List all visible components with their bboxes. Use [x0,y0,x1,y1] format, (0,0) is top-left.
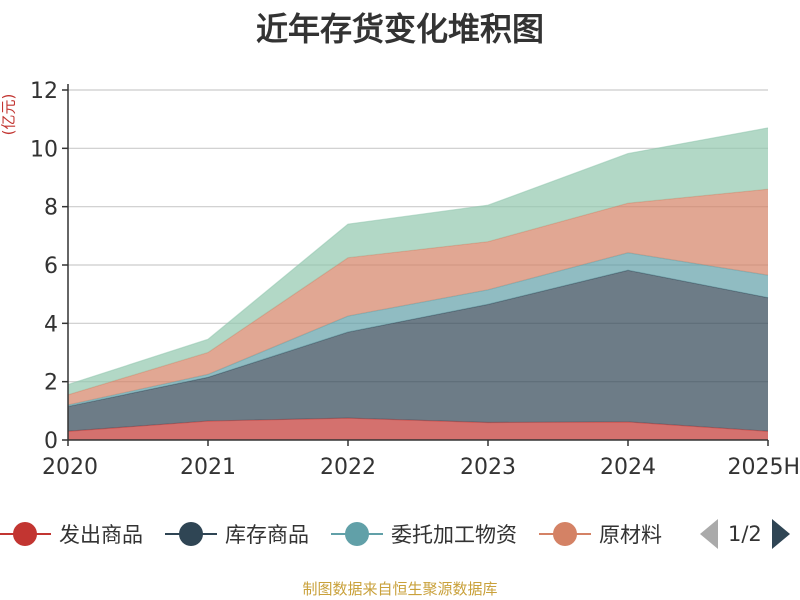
legend-marker-icon [539,522,591,546]
legend-label: 库存商品 [225,523,309,547]
legend-item[interactable]: 发出商品 [0,519,143,549]
y-tick-label: 0 [44,429,58,454]
legend-marker-icon [165,522,217,546]
legend-page-indicator: 1/2 [728,522,762,546]
legend-item[interactable]: 委托加工物资 [331,519,517,549]
x-tick-label: 2024 [600,455,656,480]
legend-marker-icon [331,522,383,546]
legend-label: 发出商品 [59,523,143,547]
legend-item[interactable]: 库存商品 [165,519,309,549]
x-tick-label: 2025H [727,455,800,480]
y-tick-label: 12 [30,79,58,104]
x-tick-label: 2022 [320,455,376,480]
legend-next-icon[interactable] [771,519,790,549]
legend-label: 委托加工物资 [391,523,517,547]
legend: 发出商品 库存商品 委托加工物资 原材料 1/2 [0,516,800,552]
y-tick-label: 4 [44,312,58,337]
legend-items: 发出商品 库存商品 委托加工物资 原材料 [0,516,682,552]
legend-marker-icon [0,522,51,546]
x-tick-label: 2023 [460,455,516,480]
legend-item[interactable]: 原材料 [539,519,662,549]
legend-pager: 1/2 [700,516,790,552]
legend-prev-icon[interactable] [700,519,718,549]
chart-title: 近年存货变化堆积图 [255,10,544,48]
legend-label: 原材料 [599,523,662,547]
y-tick-label: 2 [44,371,58,396]
stacked-area-chart: 0 2 4 6 8 10 12 2020 2021 2022 2023 2024 2025H [30,79,800,480]
area-series-5 [68,127,768,395]
area-series-3 [68,252,768,407]
x-tick-label: 2021 [180,455,236,480]
area-series-edge-5 [67,127,769,386]
area-series-2 [68,270,768,432]
area-series-4 [68,189,768,405]
x-tick-label: 2020 [42,455,98,480]
y-tick-label: 8 [44,196,58,221]
y-tick-label: 10 [30,137,58,162]
data-source-note: 制图数据来自恒生聚源数据库 [302,580,498,598]
area-series-1 [68,418,768,440]
y-tick-label: 6 [44,254,58,279]
